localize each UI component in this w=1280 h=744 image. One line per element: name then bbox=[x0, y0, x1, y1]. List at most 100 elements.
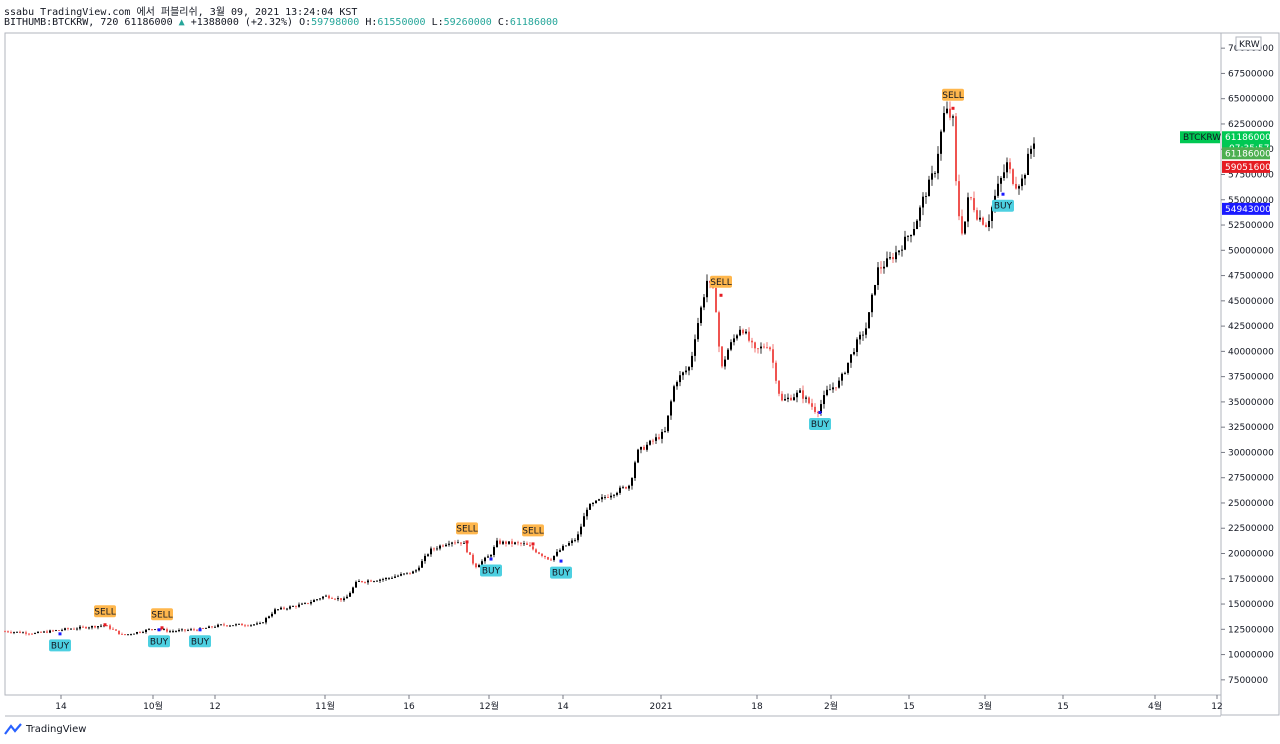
sell-marker bbox=[465, 540, 469, 544]
red-level-label: 59051600 bbox=[1225, 163, 1271, 173]
sell-marker bbox=[719, 293, 723, 297]
candle-body bbox=[976, 210, 978, 220]
sell-marker bbox=[103, 623, 107, 627]
tradingview-logo[interactable]: TradingView bbox=[4, 723, 86, 735]
candle-body bbox=[769, 347, 771, 350]
candle-body bbox=[841, 373, 843, 381]
candle-body bbox=[82, 626, 84, 628]
candle-body bbox=[76, 628, 78, 630]
high-value: 61550000 bbox=[377, 17, 426, 28]
candle-body bbox=[979, 217, 981, 220]
y-tick-label: 7500000 bbox=[1228, 676, 1268, 686]
candle-body bbox=[742, 329, 744, 334]
candle-body bbox=[421, 561, 423, 568]
candle-body bbox=[814, 406, 816, 412]
y-tick-label: 22500000 bbox=[1228, 524, 1274, 534]
candle-body bbox=[727, 349, 729, 360]
candle-body bbox=[349, 592, 351, 597]
candle-body bbox=[22, 632, 24, 634]
candle-body bbox=[766, 347, 768, 349]
x-tick-label: 11월 bbox=[315, 700, 335, 712]
candle-body bbox=[58, 630, 60, 631]
change-value: +1388000 (+2.32%) bbox=[190, 17, 294, 28]
candle-body bbox=[943, 113, 945, 132]
candle-body bbox=[1006, 162, 1008, 173]
candle-body bbox=[691, 355, 693, 368]
x-tick-label: 14 bbox=[55, 702, 67, 712]
candle-body bbox=[787, 397, 789, 400]
candle-body bbox=[427, 554, 429, 556]
y-tick-label: 67500000 bbox=[1228, 69, 1274, 79]
candle-body bbox=[322, 596, 324, 599]
up-arrow-icon: ▲ bbox=[178, 17, 185, 28]
candle-body bbox=[1024, 174, 1026, 179]
x-tick-label: 2월 bbox=[824, 700, 838, 712]
buy-label: BUY bbox=[552, 569, 571, 579]
candle-body bbox=[139, 631, 141, 633]
sell-label: SELL bbox=[522, 526, 543, 536]
candle-body bbox=[430, 548, 432, 555]
sell-label: SELL bbox=[151, 610, 172, 620]
candle-body bbox=[793, 397, 795, 401]
candle-body bbox=[703, 297, 705, 308]
x-tick-label: 12 bbox=[1211, 702, 1222, 712]
candle-body bbox=[718, 312, 720, 347]
candle-body bbox=[91, 626, 93, 628]
buy-marker bbox=[818, 411, 822, 415]
candle-body bbox=[97, 626, 99, 628]
candle-body bbox=[724, 359, 726, 367]
candle-body bbox=[505, 541, 507, 544]
candle-body bbox=[232, 625, 234, 627]
y-tick-label: 17500000 bbox=[1228, 575, 1274, 585]
tradingview-logo-icon bbox=[4, 723, 22, 735]
candle-body bbox=[517, 542, 519, 544]
candle-body bbox=[316, 599, 318, 601]
buy-label-bg bbox=[550, 566, 572, 579]
high-label: H: bbox=[365, 17, 378, 28]
candle-body bbox=[571, 540, 573, 544]
candle-body bbox=[673, 386, 675, 402]
chart-publish-info: ssabu TradingView.com 에서 퍼블리쉬, 3월 09, 20… bbox=[4, 7, 358, 18]
x-tick-label: 4월 bbox=[1148, 700, 1162, 712]
candle-body bbox=[847, 362, 849, 373]
candle-body bbox=[499, 540, 501, 544]
candle-body bbox=[208, 626, 210, 629]
candle-body bbox=[715, 288, 717, 313]
sell-label-bg bbox=[456, 522, 478, 535]
candle-body bbox=[343, 598, 345, 601]
candle-body bbox=[535, 549, 537, 553]
candle-body bbox=[340, 598, 342, 601]
candle-body bbox=[907, 236, 909, 238]
candle-body bbox=[661, 431, 663, 439]
buy-label-bg bbox=[148, 635, 170, 648]
candle-body bbox=[859, 334, 861, 340]
candle-body bbox=[7, 631, 9, 633]
candle-body bbox=[820, 404, 822, 413]
x-tick-label: 12월 bbox=[479, 700, 499, 712]
candle-body bbox=[619, 487, 621, 493]
candle-body bbox=[988, 220, 990, 227]
candle-body bbox=[1015, 183, 1017, 189]
sell-label-bg bbox=[522, 524, 544, 537]
candle-body bbox=[649, 440, 651, 445]
symbol-tag: BTCKRW bbox=[1183, 133, 1221, 143]
sell-label-bg bbox=[942, 88, 964, 101]
candle-body bbox=[313, 600, 315, 603]
buy-label: BUY bbox=[51, 641, 70, 651]
buy-label-bg bbox=[809, 418, 831, 431]
candle-body bbox=[367, 580, 369, 583]
candle-body bbox=[403, 573, 405, 575]
candle-body bbox=[826, 389, 828, 396]
x-tick-label: 15 bbox=[1057, 702, 1068, 712]
candle-body bbox=[901, 249, 903, 251]
candle-body bbox=[391, 577, 393, 579]
candle-body bbox=[283, 607, 285, 609]
candle-body bbox=[688, 367, 690, 371]
candle-body bbox=[307, 602, 309, 604]
candle-body bbox=[646, 444, 648, 450]
y-tick-label: 55000000 bbox=[1228, 196, 1274, 206]
candle-body bbox=[838, 380, 840, 388]
y-tick-label: 35000000 bbox=[1228, 398, 1274, 408]
candle-body bbox=[751, 340, 753, 343]
